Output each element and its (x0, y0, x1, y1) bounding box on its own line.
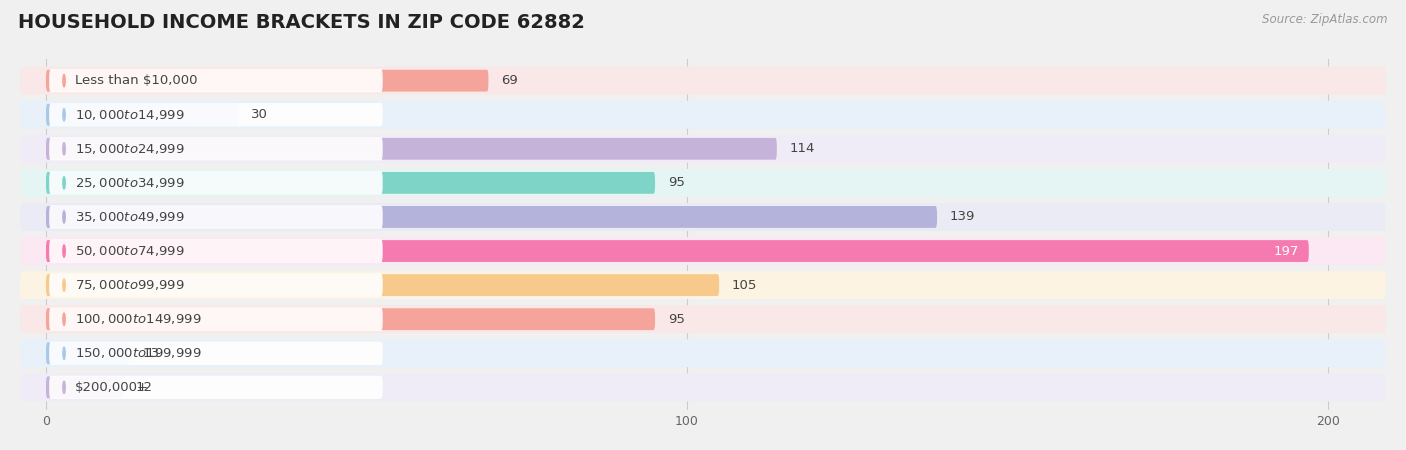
Text: 139: 139 (949, 211, 976, 224)
Text: $50,000 to $74,999: $50,000 to $74,999 (75, 244, 184, 258)
Text: 12: 12 (136, 381, 153, 394)
Circle shape (63, 381, 65, 393)
Text: $10,000 to $14,999: $10,000 to $14,999 (75, 108, 184, 122)
FancyBboxPatch shape (49, 274, 382, 297)
FancyBboxPatch shape (46, 172, 655, 194)
FancyBboxPatch shape (46, 240, 1309, 262)
Text: $75,000 to $99,999: $75,000 to $99,999 (75, 278, 184, 292)
FancyBboxPatch shape (46, 308, 655, 330)
Circle shape (63, 313, 65, 325)
Text: 69: 69 (501, 74, 517, 87)
FancyBboxPatch shape (49, 239, 382, 263)
Text: 30: 30 (252, 108, 269, 121)
FancyBboxPatch shape (46, 138, 778, 160)
Text: Less than $10,000: Less than $10,000 (75, 74, 197, 87)
Circle shape (63, 177, 65, 189)
Text: $150,000 to $199,999: $150,000 to $199,999 (75, 346, 201, 360)
Text: HOUSEHOLD INCOME BRACKETS IN ZIP CODE 62882: HOUSEHOLD INCOME BRACKETS IN ZIP CODE 62… (18, 14, 585, 32)
FancyBboxPatch shape (20, 271, 1386, 299)
Text: $35,000 to $49,999: $35,000 to $49,999 (75, 210, 184, 224)
FancyBboxPatch shape (20, 237, 1386, 265)
Circle shape (63, 75, 65, 87)
Circle shape (63, 245, 65, 257)
FancyBboxPatch shape (46, 274, 718, 296)
Text: $25,000 to $34,999: $25,000 to $34,999 (75, 176, 184, 190)
FancyBboxPatch shape (20, 203, 1386, 231)
Circle shape (63, 143, 65, 155)
Text: $100,000 to $149,999: $100,000 to $149,999 (75, 312, 201, 326)
Text: 105: 105 (733, 279, 758, 292)
FancyBboxPatch shape (20, 135, 1386, 163)
FancyBboxPatch shape (46, 206, 936, 228)
Text: 13: 13 (142, 347, 159, 360)
Text: 197: 197 (1274, 244, 1299, 257)
FancyBboxPatch shape (49, 342, 382, 365)
FancyBboxPatch shape (49, 103, 382, 126)
Circle shape (63, 279, 65, 291)
Circle shape (63, 347, 65, 360)
Circle shape (63, 211, 65, 223)
FancyBboxPatch shape (20, 339, 1386, 367)
Text: 95: 95 (668, 313, 685, 326)
FancyBboxPatch shape (20, 305, 1386, 333)
FancyBboxPatch shape (20, 101, 1386, 129)
FancyBboxPatch shape (20, 67, 1386, 94)
FancyBboxPatch shape (49, 376, 382, 399)
Text: $200,000+: $200,000+ (75, 381, 149, 394)
FancyBboxPatch shape (20, 374, 1386, 401)
Text: 114: 114 (790, 142, 815, 155)
FancyBboxPatch shape (49, 171, 382, 194)
FancyBboxPatch shape (49, 69, 382, 92)
FancyBboxPatch shape (46, 342, 129, 364)
FancyBboxPatch shape (46, 104, 239, 126)
Circle shape (63, 108, 65, 121)
Text: 95: 95 (668, 176, 685, 189)
FancyBboxPatch shape (49, 137, 382, 160)
FancyBboxPatch shape (20, 169, 1386, 197)
Text: $15,000 to $24,999: $15,000 to $24,999 (75, 142, 184, 156)
Text: Source: ZipAtlas.com: Source: ZipAtlas.com (1263, 14, 1388, 27)
FancyBboxPatch shape (46, 377, 124, 398)
FancyBboxPatch shape (49, 205, 382, 229)
FancyBboxPatch shape (49, 308, 382, 331)
FancyBboxPatch shape (46, 70, 488, 91)
